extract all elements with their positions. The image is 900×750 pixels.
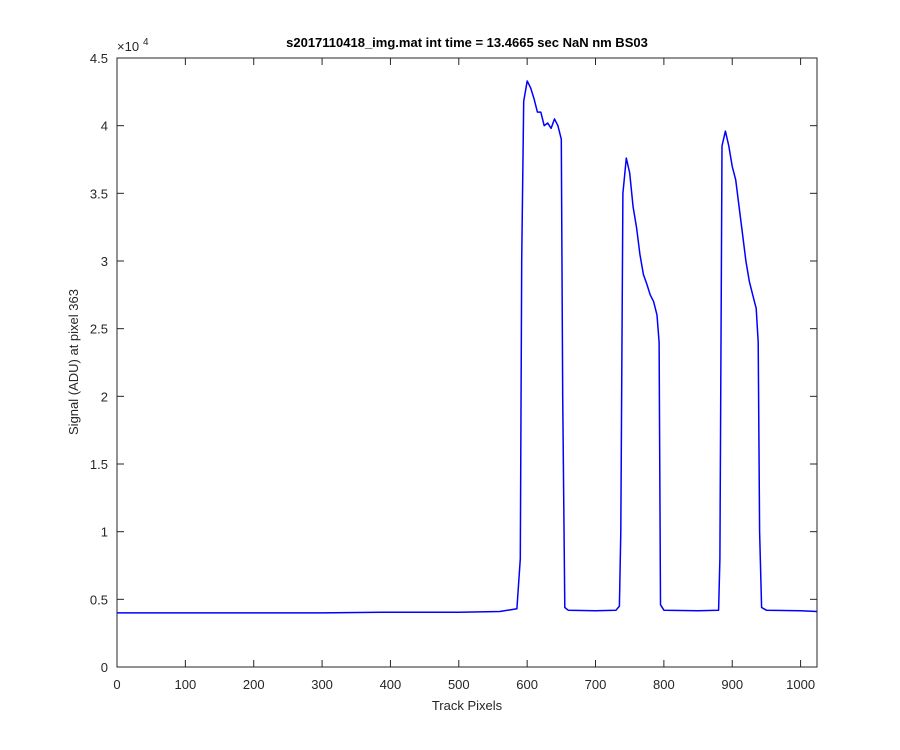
- x-tick-label: 900: [721, 677, 743, 692]
- x-tick-label: 400: [380, 677, 402, 692]
- y-tick-label: 0.5: [90, 592, 108, 607]
- axes-box: [116, 57, 818, 668]
- y-tick-label: 2: [101, 389, 108, 404]
- y-exponent-label: ×10 4: [117, 37, 149, 54]
- y-tick-label: 3: [101, 254, 108, 269]
- x-tick-label: 600: [516, 677, 538, 692]
- x-tick-label: 1000: [786, 677, 815, 692]
- y-tick-label: 2.5: [90, 322, 108, 337]
- y-tick-label: 3.5: [90, 186, 108, 201]
- y-tick-label: 4: [101, 119, 108, 134]
- ticks-layer: 0 100 200 300 400 500 600 700 800 900 1000 0 0.5 1 1.5…: [90, 51, 817, 692]
- x-tick-label: 0: [113, 677, 120, 692]
- x-tick-label: 300: [311, 677, 333, 692]
- series-line-0: [117, 80, 818, 614]
- y-tick-label: 0: [101, 660, 108, 675]
- x-tick-label: 500: [448, 677, 470, 692]
- x-tick-label: 100: [175, 677, 197, 692]
- y-axis-label: Signal (ADU) at pixel 363: [66, 289, 81, 435]
- y-tick-label: 4.5: [90, 51, 108, 66]
- x-tick-label: 700: [585, 677, 607, 692]
- x-tick-label: 200: [243, 677, 265, 692]
- plot-area: [116, 57, 818, 668]
- x-axis-label: Track Pixels: [432, 698, 503, 713]
- series-layer: [117, 80, 818, 614]
- x-tick-label: 800: [653, 677, 675, 692]
- y-tick-label: 1.5: [90, 457, 108, 472]
- chart-title: s2017110418_img.mat int time = 13.4665 s…: [286, 35, 648, 50]
- y-exponent-base: ×10: [117, 39, 139, 54]
- y-exponent-power: 4: [143, 37, 149, 48]
- y-tick-label: 1: [101, 525, 108, 540]
